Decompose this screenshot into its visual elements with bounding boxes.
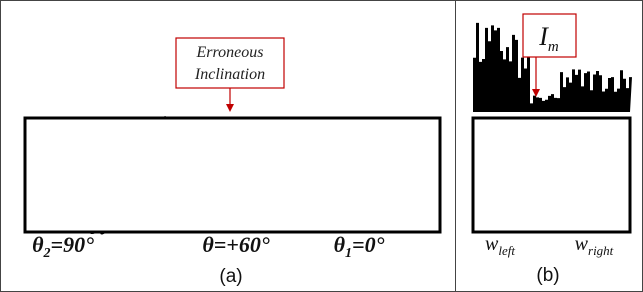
panel-label: (b)	[536, 265, 559, 286]
angle-label: θ=+60°	[202, 232, 269, 257]
text-image	[473, 116, 631, 232]
callout-text: Erroneous	[196, 44, 264, 61]
image-border	[473, 118, 630, 232]
angle-label: θ1=0°	[334, 232, 385, 261]
angle-label: θ2=90°	[32, 232, 94, 261]
figure: Erroneous Inclination θ2=90° θ=+60° θ1=0…	[0, 0, 643, 292]
panel-label: (a)	[219, 266, 242, 287]
text-image	[25, 115, 440, 235]
image-border	[25, 118, 440, 232]
callout-text: Inclination	[194, 66, 265, 83]
